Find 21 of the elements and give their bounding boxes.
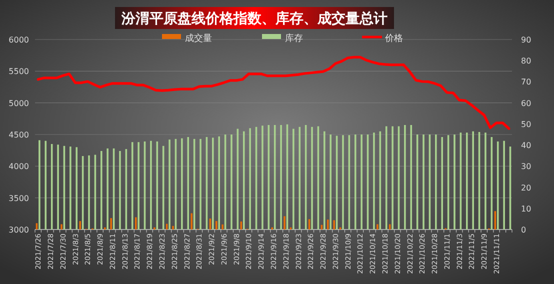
legend-label: 成交量 (185, 33, 212, 44)
y-tick-label: 5000 (8, 98, 29, 108)
y2-tick-label: 10 (521, 204, 532, 214)
y2-tick-label: 30 (521, 162, 532, 172)
y-tick-label: 6000 (8, 36, 29, 44)
y2-tick-label: 90 (521, 36, 532, 44)
legend-label: 库存 (285, 33, 303, 44)
y-tick-label: 3500 (8, 194, 29, 203)
y-tick-label: 3000 (8, 226, 29, 234)
y2-tick-label: 50 (521, 120, 532, 129)
y2-tick-label: 80 (521, 56, 532, 66)
y2-tick-label: 20 (521, 183, 532, 192)
y2-tick-label: 40 (521, 141, 532, 150)
chart-title: 汾渭平原盘线价格指数、库存、成交量总计 (120, 10, 388, 27)
y-tick-label: 4000 (8, 162, 29, 172)
y2-tick-label: 0 (521, 226, 526, 234)
y-tick-label: 4500 (8, 130, 29, 140)
y2-tick-label: 60 (521, 98, 532, 108)
y-tick-label: 5500 (8, 67, 29, 76)
y2-tick-label: 70 (521, 78, 532, 87)
legend-label: 价格 (384, 33, 403, 44)
